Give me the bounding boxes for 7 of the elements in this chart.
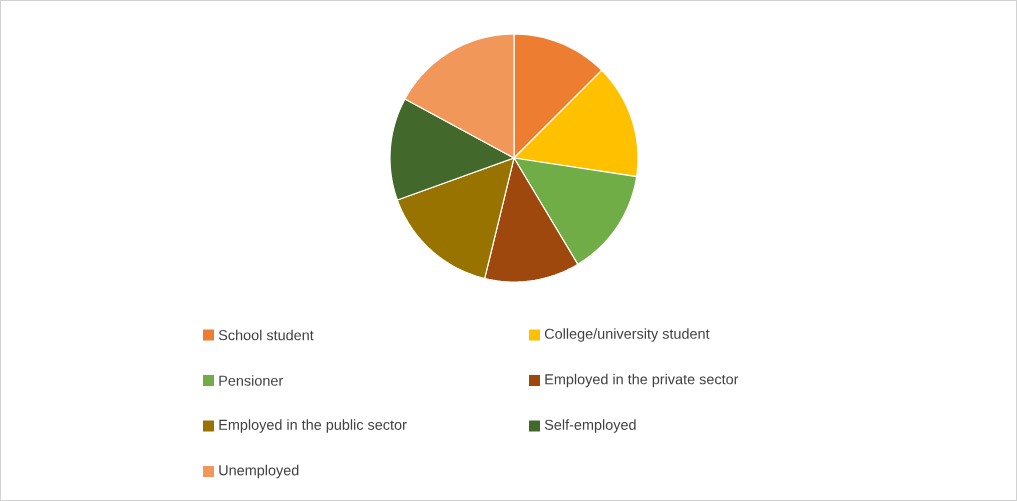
legend-label: Employed in the private sector [545,373,739,388]
legend-label: Unemployed [219,464,299,479]
legend-label: Self-employed [544,419,636,433]
legend-label: School student [218,329,314,341]
legend-label: Pensioner [219,375,283,386]
legend-label: Employed in the public sector [219,419,407,433]
legend-label: College/university student [544,328,710,342]
